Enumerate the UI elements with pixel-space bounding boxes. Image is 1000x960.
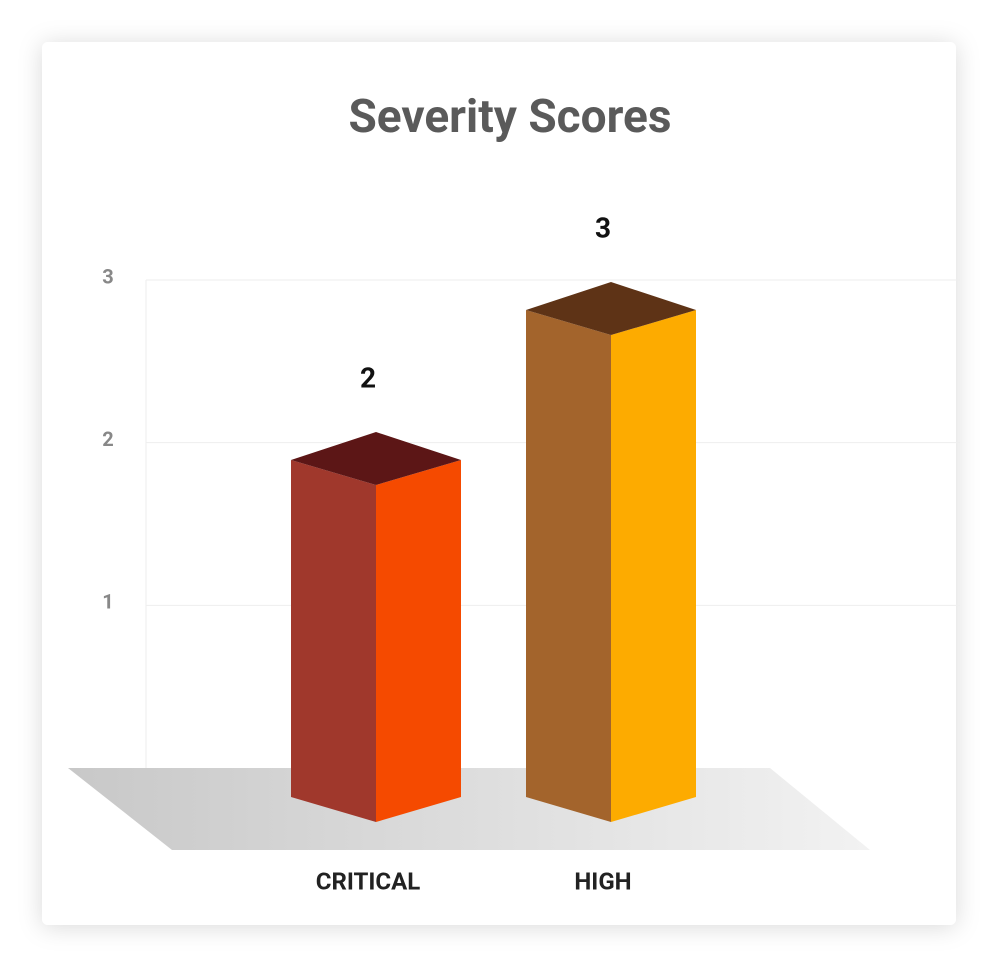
floor <box>68 768 870 850</box>
value-label: 2 <box>360 361 376 394</box>
y-tick-label: 3 <box>102 264 113 288</box>
value-label: 3 <box>595 211 611 244</box>
card <box>42 42 956 925</box>
chart-title: Severity Scores <box>348 90 671 144</box>
y-tick-label: 1 <box>102 590 113 614</box>
bar-right-face <box>376 460 461 822</box>
bar-top-face <box>291 432 461 485</box>
x-tick-label: CRITICAL <box>316 867 420 895</box>
y-tick-label: 2 <box>102 427 113 451</box>
bar-top-face <box>526 282 696 335</box>
x-tick-label: HIGH <box>574 867 631 895</box>
bar-left-face <box>526 310 611 822</box>
bar-right-face <box>611 310 696 822</box>
bar-left-face <box>291 460 376 822</box>
